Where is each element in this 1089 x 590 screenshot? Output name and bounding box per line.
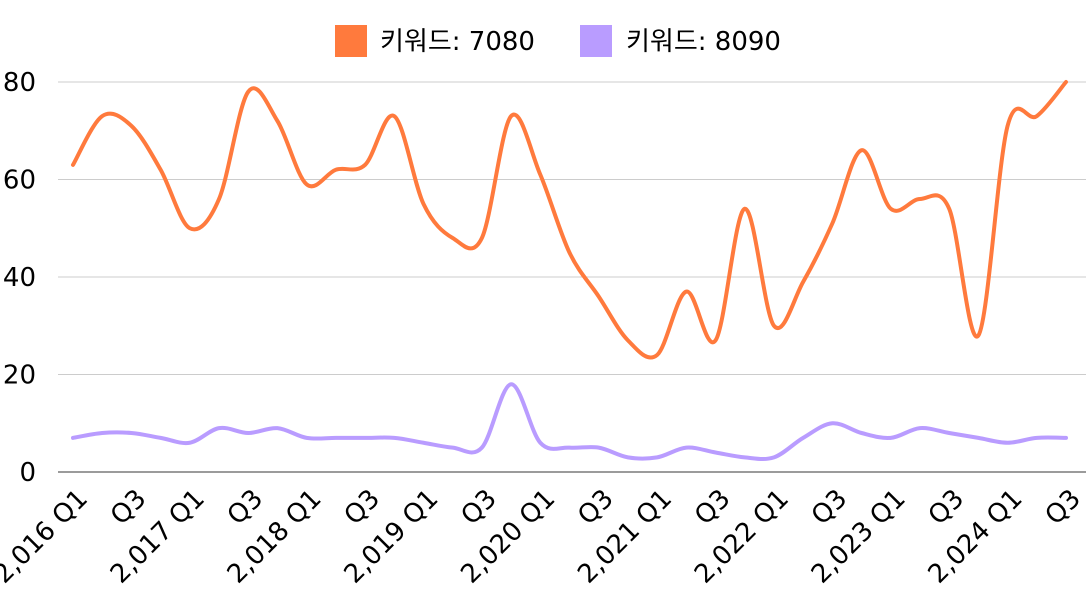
y-axis-ticks: 0 20 40 60 80 <box>3 68 36 488</box>
x-tick-label: Q3 <box>1040 484 1087 531</box>
legend-swatch-8090 <box>580 25 612 57</box>
x-tick-label: Q3 <box>339 484 386 531</box>
x-tick-label: Q3 <box>572 484 619 531</box>
y-tick-label: 80 <box>3 68 36 98</box>
series-line-1 <box>71 382 1068 462</box>
y-tick-label: 20 <box>3 361 36 391</box>
series-line-0 <box>71 80 1068 360</box>
y-tick-label: 0 <box>19 458 36 488</box>
x-axis-ticks: 2,016 Q1 Q32,017 Q1 Q32,018 Q1 Q32,019 Q1 Q3… <box>0 484 1087 590</box>
legend: 키워드: 7080 키워드: 8090 <box>335 25 781 57</box>
x-tick-label: Q3 <box>806 484 853 531</box>
y-tick-label: 60 <box>3 166 36 196</box>
legend-label-8090: 키워드: 8090 <box>626 27 781 57</box>
legend-label-7080: 키워드: 7080 <box>380 27 535 57</box>
series-lines <box>71 80 1068 462</box>
x-tick-label: Q3 <box>923 484 970 531</box>
legend-swatch-7080 <box>335 25 367 57</box>
x-tick-label: 2,016 Q1 <box>0 484 94 590</box>
grid-lines <box>58 81 1086 473</box>
x-tick-label: Q3 <box>222 484 269 531</box>
y-tick-label: 40 <box>3 263 36 293</box>
x-tick-label: Q3 <box>105 484 152 531</box>
x-tick-label: Q3 <box>689 484 736 531</box>
x-tick-label: Q3 <box>455 484 502 531</box>
